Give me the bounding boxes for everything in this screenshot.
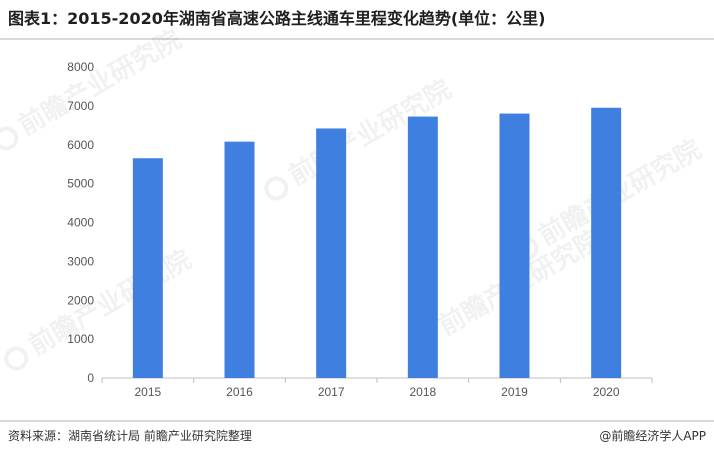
- y-tick-label: 7000: [67, 99, 94, 113]
- x-tick-label: 2016: [226, 385, 253, 399]
- y-tick-label: 0: [87, 371, 94, 385]
- y-tick-label: 5000: [67, 177, 94, 191]
- x-tick-label: 2020: [593, 385, 620, 399]
- footer-divider: [0, 420, 714, 422]
- y-tick-label: 2000: [67, 293, 94, 307]
- brand-credit: @前瞻经济学人APP: [599, 426, 706, 446]
- bar-2018: [407, 116, 438, 379]
- bar-2019: [499, 113, 530, 378]
- y-tick-label: 3000: [67, 254, 94, 268]
- bar-2015: [132, 158, 163, 378]
- bar-2020: [591, 107, 622, 378]
- bar-chart: 0 1000 2000 3000 4000 5000 6000 7000 8000 2015 201…: [67, 60, 653, 399]
- chart-title: 图表1：2015-2020年湖南省高速公路主线通车里程变化趋势(单位：公里): [8, 9, 546, 28]
- source-note: 资料来源：湖南省统计局 前瞻产业研究院整理: [8, 429, 252, 443]
- title-divider: [0, 38, 714, 40]
- y-tick-label: 1000: [67, 332, 94, 346]
- x-tick-label: 2018: [409, 385, 436, 399]
- y-tick-label: 4000: [67, 216, 94, 230]
- bar-2017: [316, 128, 347, 378]
- bar-2016: [224, 141, 255, 378]
- brand-credit-text: @前瞻经济学人APP: [599, 429, 706, 443]
- x-tick-label: 2017: [318, 385, 345, 399]
- x-tick-label: 2015: [134, 385, 161, 399]
- y-tick-label: 6000: [67, 138, 94, 152]
- y-tick-label: 8000: [67, 60, 94, 74]
- x-tick-label: 2019: [501, 385, 528, 399]
